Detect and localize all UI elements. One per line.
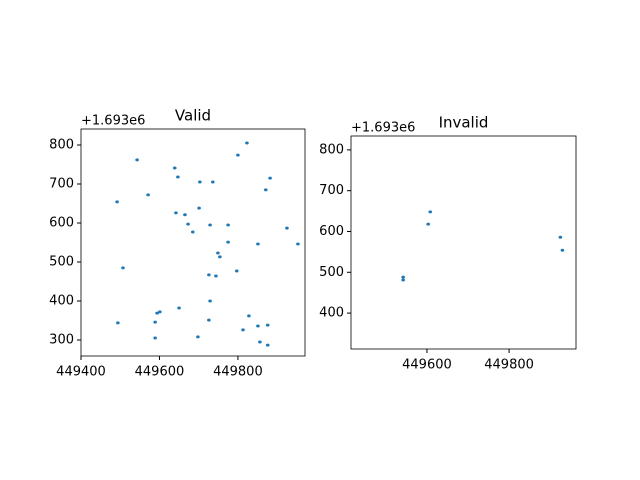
- chart-title: Invalid: [439, 114, 489, 132]
- point: [198, 180, 202, 184]
- point: [218, 255, 222, 259]
- point: [265, 343, 270, 347]
- point: [174, 211, 178, 215]
- axes-frame: [350, 135, 577, 350]
- y-tick-label: 800: [49, 137, 74, 152]
- point: [265, 323, 270, 327]
- point: [268, 176, 272, 180]
- point: [183, 213, 187, 217]
- y-tick-label: 800: [319, 142, 344, 157]
- y-tick-label: 400: [49, 294, 74, 309]
- axis-offset: +1.693e6: [81, 114, 145, 129]
- point: [196, 335, 200, 339]
- point: [172, 166, 177, 170]
- point: [560, 248, 565, 252]
- point: [146, 193, 150, 197]
- point: [158, 310, 162, 314]
- point: [115, 200, 119, 204]
- axes-frame: [80, 128, 306, 357]
- y-tick-label: 400: [319, 306, 344, 321]
- x-tick-label: 449600: [135, 365, 185, 380]
- point: [186, 222, 190, 226]
- y-tick-label: 500: [319, 265, 344, 280]
- point: [428, 210, 433, 214]
- point: [208, 299, 212, 303]
- point: [207, 318, 211, 322]
- point: [191, 230, 195, 234]
- point: [135, 158, 139, 162]
- point: [401, 278, 405, 282]
- point: [236, 153, 240, 157]
- point: [234, 269, 239, 273]
- y-tick-label: 300: [49, 333, 74, 348]
- point: [226, 240, 230, 244]
- y-tick-label: 700: [49, 176, 74, 191]
- point: [211, 180, 215, 184]
- point: [241, 328, 245, 332]
- x-tick-label: 449800: [213, 365, 263, 380]
- point: [296, 242, 300, 246]
- point: [177, 306, 181, 310]
- point: [226, 223, 230, 227]
- axis-offset: +1.693e6: [351, 121, 415, 136]
- point: [245, 141, 249, 145]
- y-tick-label: 600: [319, 224, 344, 239]
- point: [153, 336, 157, 340]
- point: [176, 175, 180, 179]
- point: [401, 275, 405, 279]
- x-tick-label: 449800: [484, 358, 534, 373]
- point: [285, 226, 289, 230]
- point: [216, 251, 220, 255]
- point: [258, 340, 262, 344]
- point: [247, 314, 251, 318]
- point: [116, 321, 120, 325]
- point: [121, 266, 125, 270]
- point: [207, 273, 211, 277]
- y-tick-label: 600: [49, 215, 74, 230]
- y-tick-label: 500: [49, 255, 74, 270]
- point: [153, 320, 157, 324]
- x-tick-label: 449400: [56, 365, 106, 380]
- point: [256, 242, 260, 246]
- point: [256, 324, 260, 328]
- point: [197, 206, 201, 210]
- point: [155, 311, 159, 315]
- chart-title: Valid: [175, 107, 211, 125]
- point: [214, 274, 218, 278]
- y-tick-label: 700: [319, 183, 344, 198]
- point: [558, 235, 563, 239]
- point: [263, 188, 268, 192]
- point: [208, 223, 212, 227]
- point: [426, 222, 430, 226]
- x-tick-label: 449600: [402, 358, 452, 373]
